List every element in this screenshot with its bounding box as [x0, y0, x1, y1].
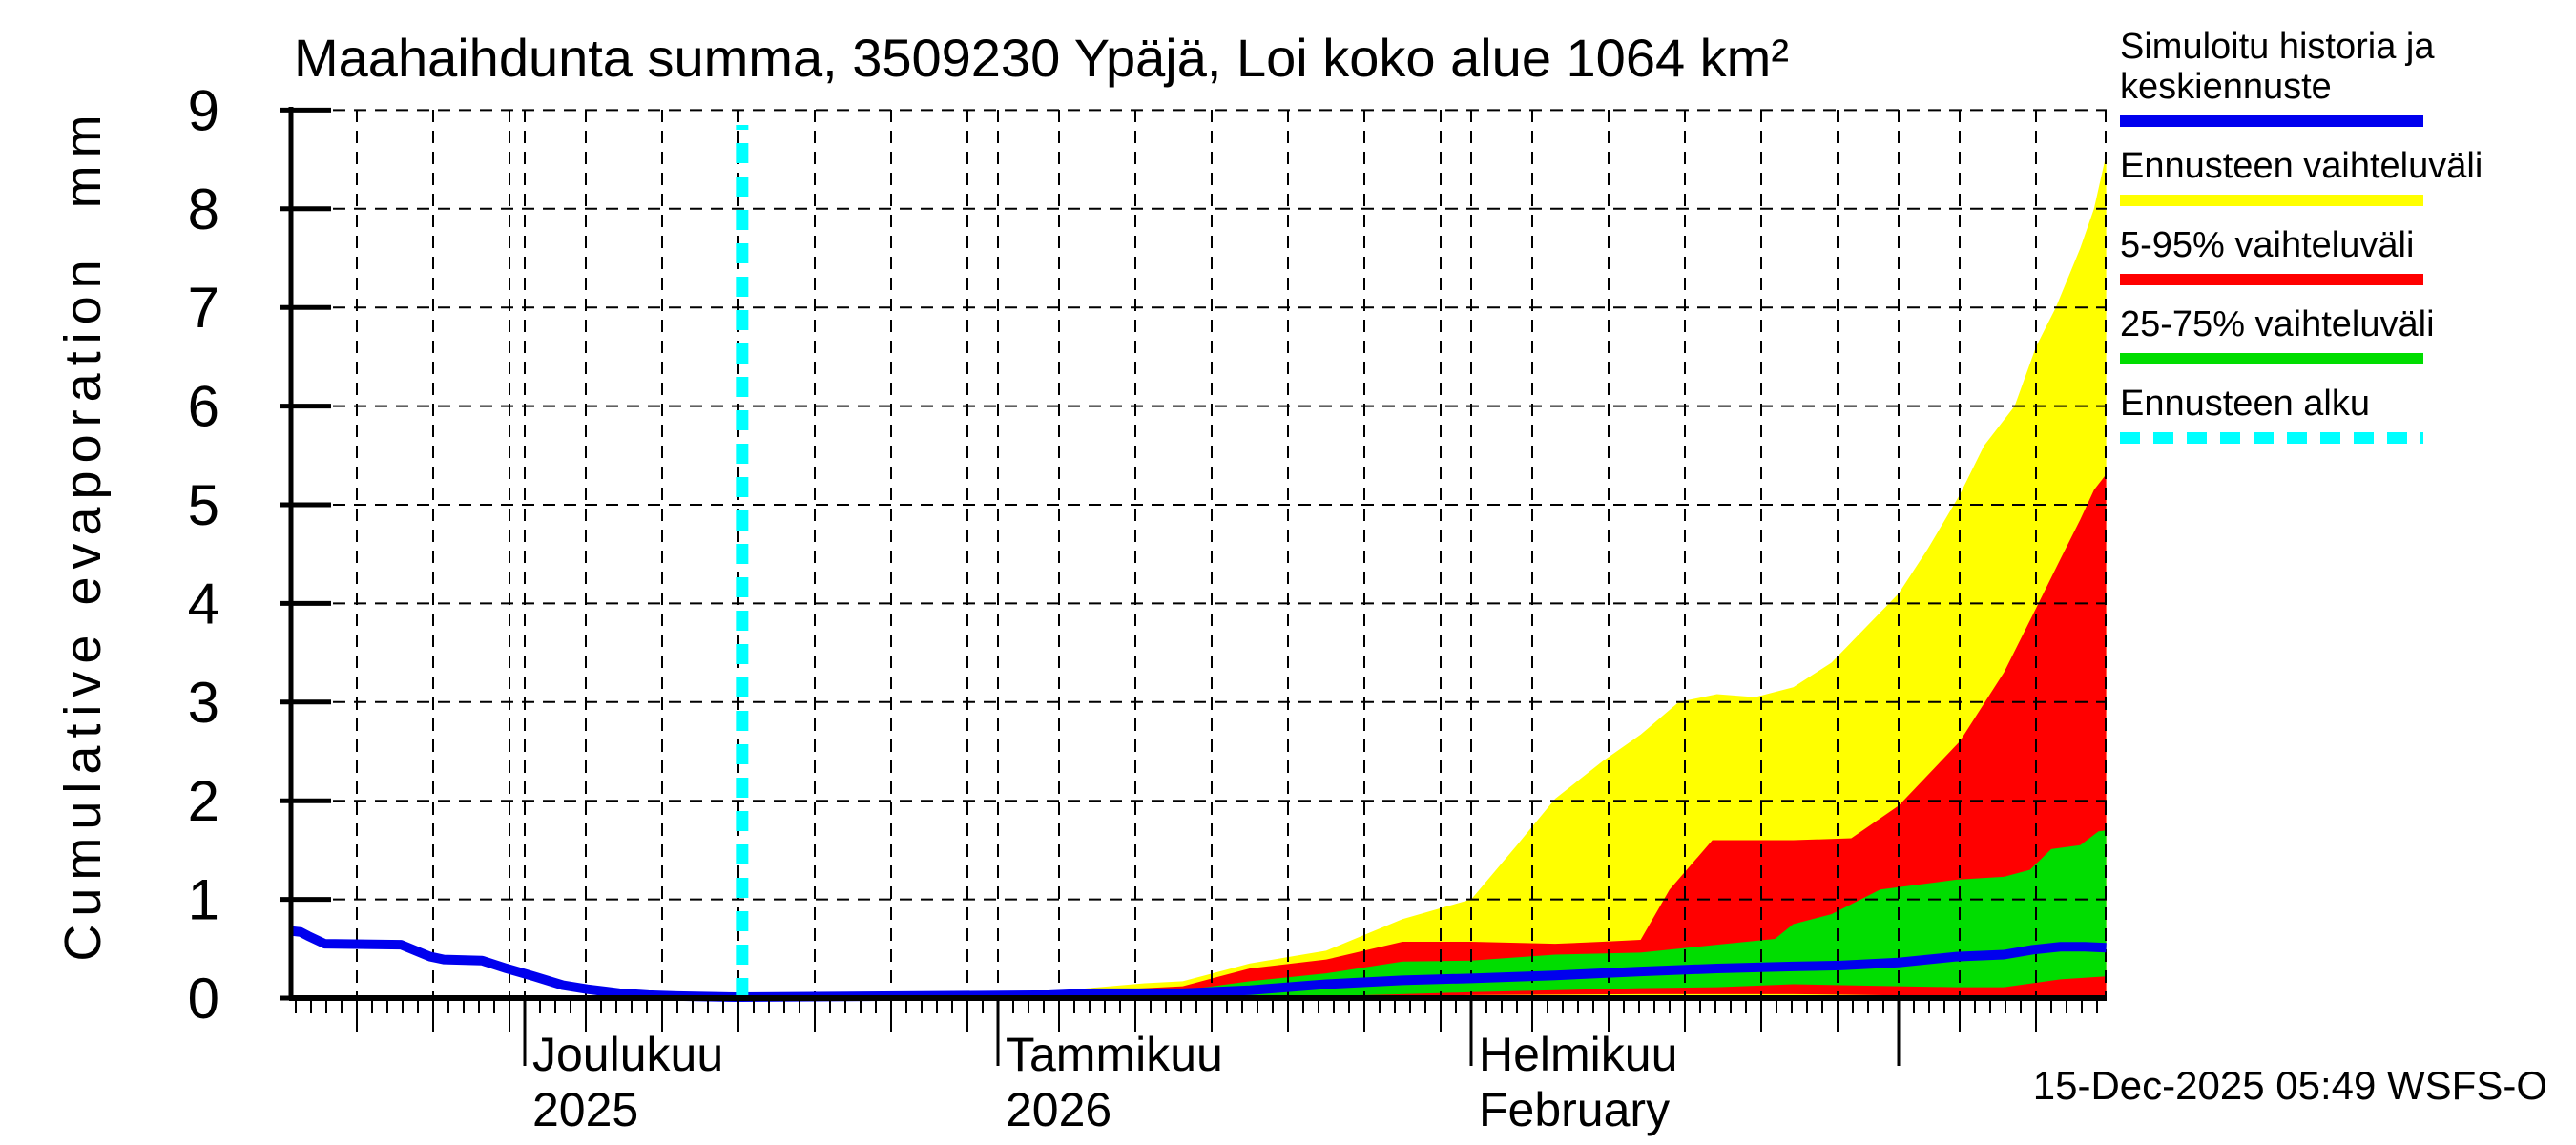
legend-label: Ennusteen vaihteluväli: [2120, 146, 2483, 186]
y-tick-label: 9: [188, 78, 219, 142]
axis-layer: 0 1 2 3 4 5 6 7 8 9: [188, 78, 2107, 1066]
grid-layer: [291, 109, 2107, 998]
legend-item-5-95-range: 5-95% vaihteluväli: [2120, 225, 2502, 285]
y-tick-label: 4: [188, 572, 219, 635]
legend-item-forecast-start: Ennusteen alku: [2120, 384, 2502, 444]
line-layer: [290, 125, 2107, 1002]
y-tick-label: 0: [188, 967, 219, 1030]
month-name: Tammikuu: [1006, 1028, 1223, 1081]
25-75-vaihteluvali-band: [741, 830, 2107, 998]
legend-label: Ennusteen alku: [2120, 384, 2370, 424]
ennusteen-vaihteluvali-band: [741, 154, 2107, 998]
blue-line-swatch: [2120, 115, 2423, 127]
y-tick-label: 3: [188, 671, 219, 735]
cyan-dashed-swatch: [2120, 432, 2423, 444]
legend-label: 5-95% vaihteluväli: [2120, 225, 2415, 265]
yellow-band-swatch: [2120, 195, 2423, 206]
y-axis-label: Cumulative evaporation mm: [54, 107, 112, 961]
chart-title: Maahaihdunta summa, 3509230 Ypäjä, Loi k…: [294, 28, 1789, 88]
history-median-line: [290, 926, 2107, 1002]
green-band-swatch: [2120, 353, 2423, 364]
legend-label: Simuloitu historia ja keskiennuste: [2120, 27, 2435, 107]
month-label-february: Helmikuu February: [1479, 1028, 1677, 1136]
y-tick-label: 6: [188, 375, 219, 439]
y-tick-label: 8: [188, 177, 219, 241]
timestamp: 15-Dec-2025 05:49 WSFS-O: [2033, 1063, 2547, 1108]
month-name: Helmikuu: [1479, 1028, 1677, 1081]
y-tick-label: 1: [188, 868, 219, 932]
legend: Simuloitu historia ja keskiennuste Ennus…: [2120, 27, 2502, 463]
month-name: Joulukuu: [532, 1028, 723, 1081]
5-95-vaihteluvali-band: [741, 473, 2107, 998]
month-year: 2025: [532, 1083, 638, 1136]
month-name-english: February: [1479, 1083, 1670, 1136]
legend-label: 25-75% vaihteluväli: [2120, 304, 2435, 344]
y-tick-label: 5: [188, 473, 219, 537]
y-tick-label: 2: [188, 769, 219, 833]
legend-item-simulated-history: Simuloitu historia ja keskiennuste: [2120, 27, 2502, 127]
red-band-swatch: [2120, 274, 2423, 285]
month-label-january: Tammikuu 2026: [1006, 1028, 1223, 1136]
legend-item-forecast-range: Ennusteen vaihteluväli: [2120, 146, 2502, 206]
month-label-december: Joulukuu 2025: [532, 1028, 723, 1136]
y-tick-label: 7: [188, 276, 219, 340]
legend-item-25-75-range: 25-75% vaihteluväli: [2120, 304, 2502, 364]
band-layer: [741, 154, 2107, 998]
month-year: 2026: [1006, 1083, 1111, 1136]
